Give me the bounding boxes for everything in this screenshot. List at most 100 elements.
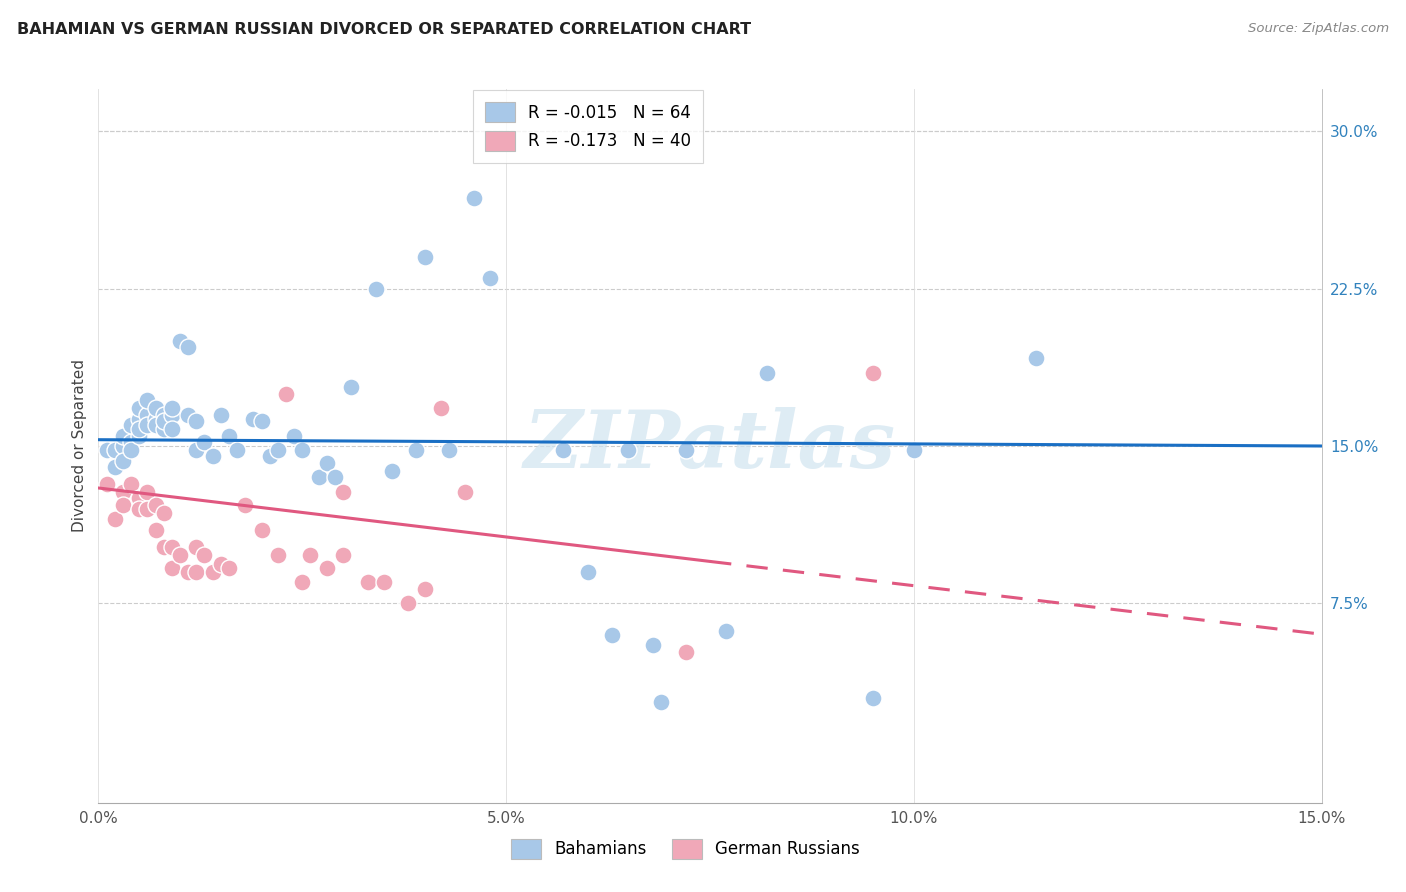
Point bbox=[169, 334, 191, 348]
Legend: Bahamians, German Russians: Bahamians, German Russians bbox=[505, 832, 866, 866]
Point bbox=[145, 411, 167, 425]
Point bbox=[128, 491, 150, 506]
Point bbox=[373, 575, 395, 590]
Point bbox=[274, 386, 297, 401]
Point bbox=[299, 548, 322, 562]
Point bbox=[437, 443, 460, 458]
Point bbox=[413, 250, 436, 264]
Point bbox=[193, 434, 215, 449]
Point bbox=[291, 575, 314, 590]
Point bbox=[463, 191, 485, 205]
Point bbox=[218, 560, 240, 574]
Point bbox=[242, 411, 264, 425]
Point bbox=[177, 565, 200, 579]
Point bbox=[650, 695, 672, 709]
Y-axis label: Divorced or Separated: Divorced or Separated bbox=[72, 359, 87, 533]
Point bbox=[111, 439, 134, 453]
Point bbox=[136, 485, 159, 500]
Point bbox=[675, 645, 697, 659]
Text: Source: ZipAtlas.com: Source: ZipAtlas.com bbox=[1249, 22, 1389, 36]
Point bbox=[120, 434, 142, 449]
Point bbox=[356, 575, 378, 590]
Point bbox=[641, 639, 664, 653]
Point bbox=[160, 401, 183, 416]
Point bbox=[177, 340, 200, 354]
Point bbox=[862, 690, 884, 705]
Point bbox=[716, 624, 738, 638]
Point bbox=[396, 596, 419, 610]
Point bbox=[332, 548, 354, 562]
Point bbox=[160, 408, 183, 422]
Point bbox=[332, 485, 354, 500]
Point bbox=[291, 443, 314, 458]
Point bbox=[152, 506, 174, 520]
Point bbox=[128, 401, 150, 416]
Point bbox=[553, 443, 575, 458]
Point bbox=[323, 470, 346, 484]
Point bbox=[152, 408, 174, 422]
Point bbox=[152, 422, 174, 436]
Point bbox=[160, 540, 183, 554]
Point bbox=[209, 408, 232, 422]
Point bbox=[250, 523, 273, 537]
Point bbox=[111, 428, 134, 442]
Point bbox=[259, 450, 281, 464]
Point bbox=[675, 443, 697, 458]
Point bbox=[576, 565, 599, 579]
Point bbox=[405, 443, 427, 458]
Point bbox=[104, 443, 127, 458]
Point bbox=[120, 476, 142, 491]
Point bbox=[136, 417, 159, 432]
Point bbox=[160, 560, 183, 574]
Point bbox=[120, 417, 142, 432]
Point bbox=[267, 443, 290, 458]
Point bbox=[104, 460, 127, 475]
Point bbox=[201, 565, 224, 579]
Point bbox=[128, 428, 150, 442]
Point bbox=[201, 450, 224, 464]
Point bbox=[145, 417, 167, 432]
Point bbox=[186, 565, 208, 579]
Point bbox=[218, 428, 240, 442]
Point bbox=[308, 470, 330, 484]
Text: ZIPatlas: ZIPatlas bbox=[524, 408, 896, 484]
Point bbox=[186, 540, 208, 554]
Point bbox=[233, 498, 256, 512]
Point bbox=[250, 414, 273, 428]
Point bbox=[756, 366, 779, 380]
Point bbox=[340, 380, 363, 394]
Point bbox=[364, 282, 387, 296]
Point bbox=[177, 408, 200, 422]
Point bbox=[226, 443, 249, 458]
Point bbox=[111, 453, 134, 467]
Point bbox=[96, 476, 118, 491]
Point bbox=[160, 422, 183, 436]
Point bbox=[315, 560, 337, 574]
Point bbox=[152, 540, 174, 554]
Point bbox=[120, 443, 142, 458]
Point bbox=[111, 498, 134, 512]
Point bbox=[136, 502, 159, 516]
Point bbox=[152, 414, 174, 428]
Point bbox=[145, 401, 167, 416]
Point bbox=[186, 443, 208, 458]
Point bbox=[903, 443, 925, 458]
Point bbox=[136, 392, 159, 407]
Point bbox=[145, 523, 167, 537]
Point bbox=[600, 628, 623, 642]
Point bbox=[193, 548, 215, 562]
Point bbox=[315, 456, 337, 470]
Point bbox=[478, 271, 501, 285]
Point bbox=[104, 512, 127, 526]
Point bbox=[283, 428, 305, 442]
Point bbox=[186, 414, 208, 428]
Point bbox=[267, 548, 290, 562]
Point bbox=[145, 498, 167, 512]
Point bbox=[111, 485, 134, 500]
Point bbox=[454, 485, 477, 500]
Point bbox=[169, 548, 191, 562]
Point bbox=[136, 408, 159, 422]
Point bbox=[128, 502, 150, 516]
Text: BAHAMIAN VS GERMAN RUSSIAN DIVORCED OR SEPARATED CORRELATION CHART: BAHAMIAN VS GERMAN RUSSIAN DIVORCED OR S… bbox=[17, 22, 751, 37]
Point bbox=[128, 411, 150, 425]
